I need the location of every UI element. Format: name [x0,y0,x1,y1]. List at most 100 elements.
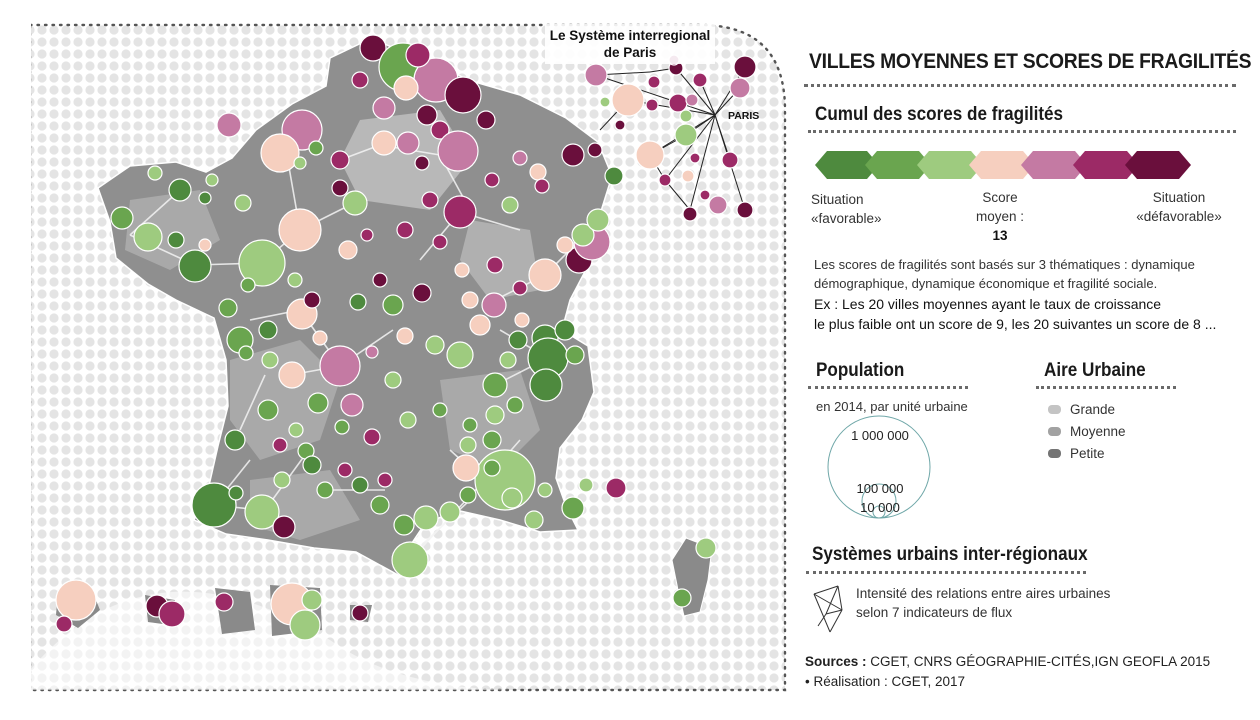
city-circle [614,119,626,131]
legend-grande: Grande [1048,402,1115,417]
city-circle [399,411,417,429]
city-circle [565,345,585,365]
score-chevron-5 [1021,151,1087,179]
city-circle [244,494,280,530]
city-circle [214,592,234,612]
scale-label-100000: 100 000 [856,481,904,496]
score-chevron-2 [865,151,931,179]
city-circle [349,293,367,311]
city-circle [499,351,517,369]
population-scale [827,415,931,519]
city-circle [452,454,480,482]
city-circle [218,298,238,318]
scale-label-1000000: 1 000 000 [851,428,909,443]
city-circle [682,206,698,222]
city-circle [674,123,698,147]
city-circle [484,172,500,188]
city-circle [308,140,324,156]
city-circle [293,156,307,170]
city-circle [729,77,751,99]
city-circle [331,179,349,197]
city-circle [635,140,665,170]
city-circle [365,345,379,359]
city-circle [342,190,368,216]
population-subtitle: en 2014, par unité urbaine [816,399,968,414]
paris-system-title-1: Le Système interregional [550,28,711,43]
city-circle [351,71,369,89]
city-circle [393,75,419,101]
city-circle [198,238,212,252]
legend-panel: VILLES MOYENNES ET SCORES DE FRAGILITÉS … [800,0,1252,720]
city-circle [529,368,563,402]
aire-urbaine-divider [1036,386,1176,389]
city-circle [287,272,303,288]
city-circle [316,481,334,499]
city-circle [462,417,478,433]
city-circle [506,396,524,414]
city-circle [459,436,477,454]
city-circle [524,510,544,530]
city-circle [699,189,711,201]
score-chevron-6 [1073,151,1139,179]
city-circle [416,104,438,126]
city-circle [692,72,708,88]
city-circle [414,155,430,171]
city-circle [537,482,553,498]
city-circle [554,319,576,341]
city-circle [658,173,672,187]
city-circle [405,42,431,68]
city-circle [584,63,608,87]
city-circle [216,112,242,138]
city-circle [469,314,491,336]
city-circle [312,330,328,346]
city-circle [371,130,397,156]
city-circle [556,236,574,254]
city-circle [330,150,350,170]
city-circle [439,501,461,523]
city-circle [695,537,717,559]
city-circle [372,272,388,288]
paris-label: PARIS [728,110,759,122]
city-circle [599,96,611,108]
aire-urbaine-heading: Aire Urbaine [1044,360,1146,381]
city-circle [273,471,291,489]
city-circle [508,330,528,350]
score-favorable-label: Situation «favorable» [811,192,882,226]
city-circle [512,280,528,296]
city-circle [605,477,627,499]
city-circle [334,419,350,435]
score-heading: Cumul des scores de fragilités [815,104,1064,125]
city-circle [234,194,252,212]
score-chevron-3 [917,151,983,179]
legend-petite: Petite [1048,446,1105,461]
score-mean-label: Score moyen : 13 [960,188,1040,245]
scale-circle-small [872,505,886,519]
city-circle [278,208,322,252]
city-circle [337,462,353,478]
city-circle [561,496,585,520]
score-mean-value: 13 [992,228,1008,243]
city-circle [432,234,448,250]
city-circle [363,428,381,446]
city-circle [359,34,387,62]
city-circle [485,405,505,425]
city-circle [351,476,369,494]
city-circle [645,98,659,112]
city-circle [340,393,364,417]
city-circle [412,283,432,303]
city-circle [733,55,757,79]
city-circle [393,514,415,536]
city-circle [587,142,603,158]
city-circle [307,392,329,414]
city-circle [413,505,439,531]
city-circle [446,341,474,369]
city-circle [528,258,562,292]
city-circle [444,76,482,114]
city-circle [288,422,304,438]
city-circle [167,231,185,249]
city-circle [278,361,306,389]
city-circle [736,201,754,219]
city-circle [261,351,279,369]
city-circle [272,515,296,539]
city-circle [238,239,286,287]
